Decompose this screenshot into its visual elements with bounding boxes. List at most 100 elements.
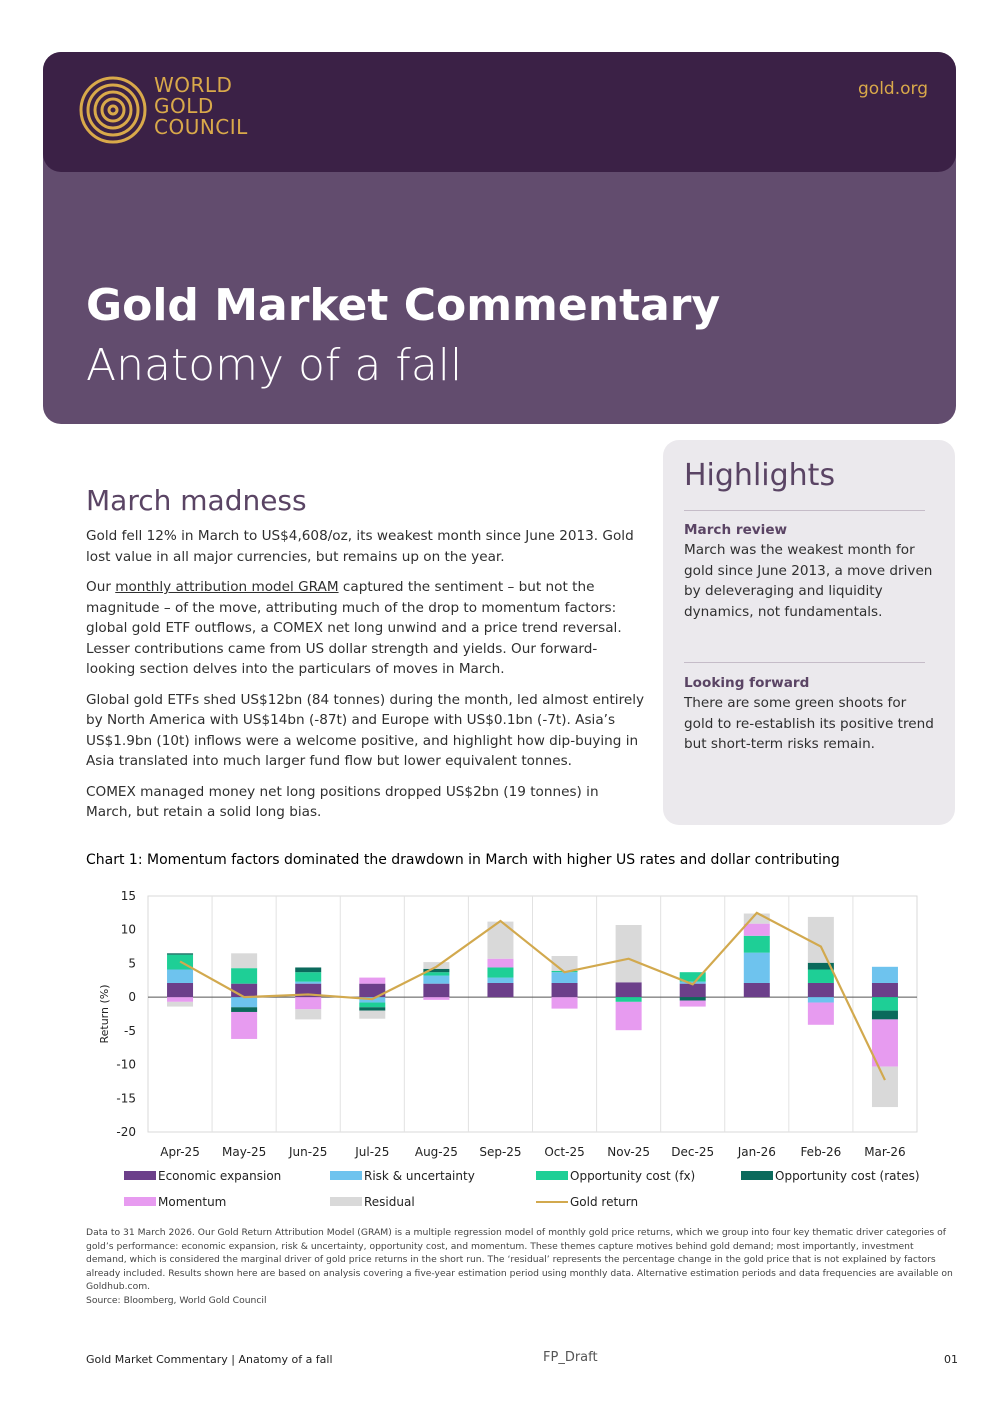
gold-rings-icon [79,76,147,144]
bar-segment [423,972,450,976]
divider [684,510,925,511]
x-tick-label: May-25 [222,1145,266,1159]
bar-segment [167,969,194,983]
x-tick-label: Oct-25 [544,1145,584,1159]
chart-title: Chart 1: Momentum factors dominated the … [86,852,840,868]
legend-label: Opportunity cost (rates) [775,1169,920,1183]
bar-segment [359,1007,386,1011]
bar-segment [807,982,834,998]
bar-segment [871,1019,898,1067]
y-tick-label: -20 [116,1125,136,1139]
x-tick-label: Aug-25 [415,1145,458,1159]
bar-segment [807,962,834,970]
bar-segment [679,997,706,1001]
bar-segment [231,983,258,998]
bar-segment [231,953,258,969]
legend-swatch [124,1171,156,1180]
y-tick-label: 5 [128,956,136,970]
highlights-panel: Highlights March review March was the we… [663,440,955,825]
gram-model-link[interactable]: monthly attribution model GRAM [115,579,339,595]
bar-segment [615,1001,642,1031]
bar-segment [167,982,194,998]
legend-label: Residual [364,1195,415,1209]
bar-segment [679,1000,706,1007]
bar-segment [743,923,770,936]
legend-swatch [536,1171,568,1180]
y-tick-label: 10 [121,923,136,937]
bar-segment [807,916,834,963]
bar-segment [551,997,578,1009]
bar-segment [167,953,194,955]
section-heading: March madness [86,484,307,517]
legend-swatch [330,1171,362,1180]
x-tick-label: Apr-25 [160,1145,200,1159]
legend-swatch [124,1197,156,1206]
gold-return-line [179,911,886,1081]
logo-line: WORLD [154,73,233,97]
x-tick-label: Sep-25 [479,1145,521,1159]
logo-line: COUNCIL [154,115,248,139]
source-text: Source: Bloomberg, World Gold Council [86,1294,267,1306]
draft-label: FP_Draft [543,1350,598,1365]
world-gold-council-logo[interactable]: WORLD GOLD COUNCIL [78,75,268,145]
bar-segment [487,982,514,998]
bar-segment [615,924,642,983]
bar-segment [487,967,514,978]
y-tick-label: -5 [124,1024,136,1038]
paragraph-text: captured the sentiment – but not the mag… [86,579,622,677]
bar-segment [423,975,450,984]
bar-segment [551,956,578,971]
bar-segment [807,997,834,1003]
attribution-chart: 15 10 5 0 -5 -10 -15 -20 Return (%) Apr-25 May-25 J… [98,889,920,1209]
bar-segment [359,1002,386,1008]
highlight-heading: Looking forward [684,675,810,691]
footer-title: Gold Market Commentary | Anatomy of a fa… [86,1353,333,1366]
bar-segment [359,983,386,998]
bar-segment [167,1001,194,1007]
bar-segment [423,983,450,998]
bar-segment [679,983,706,998]
highlight-heading: March review [684,522,788,538]
x-tick-label: Feb-26 [800,1145,841,1159]
legend-label: Gold return [570,1195,638,1209]
page-subtitle: Anatomy of a fall [86,340,463,391]
y-tick-label: -10 [116,1058,136,1072]
y-tick-label: 0 [128,990,136,1004]
paragraph-text: Our [86,579,116,595]
logo-line: GOLD [154,94,214,118]
bar-segment [231,968,258,984]
bar-segment [231,1011,258,1039]
bar-segment [871,1066,898,1108]
bar-segment [167,997,194,1002]
bar-segment [743,935,770,953]
x-tick-label: Dec-25 [671,1145,714,1159]
header-top-bar [43,52,956,172]
article-body: Gold fell 12% in March to US$4,608/oz, i… [86,526,646,833]
bar-segment [295,981,322,984]
paragraph: Gold fell 12% in March to US$4,608/oz, i… [86,528,634,565]
bar-segment [679,981,706,984]
site-link[interactable]: gold.org [858,79,928,99]
x-tick-label: Jun-25 [288,1145,327,1159]
page-number: 01 [944,1353,958,1366]
bar-segment [743,952,770,983]
bar-segment [295,1009,322,1020]
bar-segment [807,1002,834,1025]
bar-segment [679,972,706,982]
x-tick-label: Jan-26 [737,1145,776,1159]
note-text: Data to 31 March 2026. Our Gold Return A… [86,1227,953,1292]
bar-segment [231,1007,258,1012]
bar-segment [871,1010,898,1020]
bar-segment [295,967,322,973]
highlight-text: There are some green shoots for gold to … [684,695,934,752]
legend-swatch [741,1171,773,1180]
bar-segment [295,972,322,982]
page-title: Gold Market Commentary [86,280,721,331]
highlight-text: March was the weakest month for gold sin… [684,542,933,620]
chart-notes: Data to 31 March 2026. Our Gold Return A… [86,1226,956,1307]
bar-segment [551,972,578,983]
bar-segment [487,977,514,983]
bar-segment [295,997,322,1010]
x-tick-label: Mar-26 [864,1145,905,1159]
bar-segment [231,997,258,1008]
